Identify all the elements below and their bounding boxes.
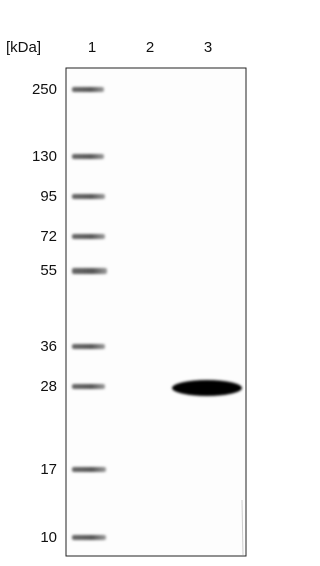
lane-label: 1 xyxy=(88,39,96,56)
marker-label: 95 xyxy=(40,188,57,205)
lane-label: 2 xyxy=(146,39,154,56)
unit-label: [kDa] xyxy=(6,39,41,56)
ladder-band xyxy=(72,268,107,274)
protein-band xyxy=(172,380,242,396)
ladder-band xyxy=(72,384,105,389)
western-blot: [kDa] 1 2 3 250 130 95 72 55 36 28 17 10 xyxy=(6,39,247,557)
marker-label: 28 xyxy=(40,378,57,395)
marker-label: 17 xyxy=(40,461,57,478)
ladder-band xyxy=(72,467,106,472)
marker-label: 72 xyxy=(40,228,57,245)
ladder-band xyxy=(72,344,105,349)
ladder-band xyxy=(72,154,104,159)
ladder-band xyxy=(72,87,104,92)
marker-label: 130 xyxy=(32,148,57,165)
blot-frame xyxy=(65,67,247,557)
marker-label: 250 xyxy=(32,81,57,98)
lane-label: 3 xyxy=(204,39,212,56)
marker-label: 10 xyxy=(40,529,57,546)
ladder-band xyxy=(72,194,105,199)
ladder-band xyxy=(72,234,105,239)
marker-label: 55 xyxy=(40,262,57,279)
ladder-band xyxy=(72,535,106,540)
artifact xyxy=(241,499,244,556)
ladder xyxy=(72,87,107,540)
marker-label: 36 xyxy=(40,338,57,355)
